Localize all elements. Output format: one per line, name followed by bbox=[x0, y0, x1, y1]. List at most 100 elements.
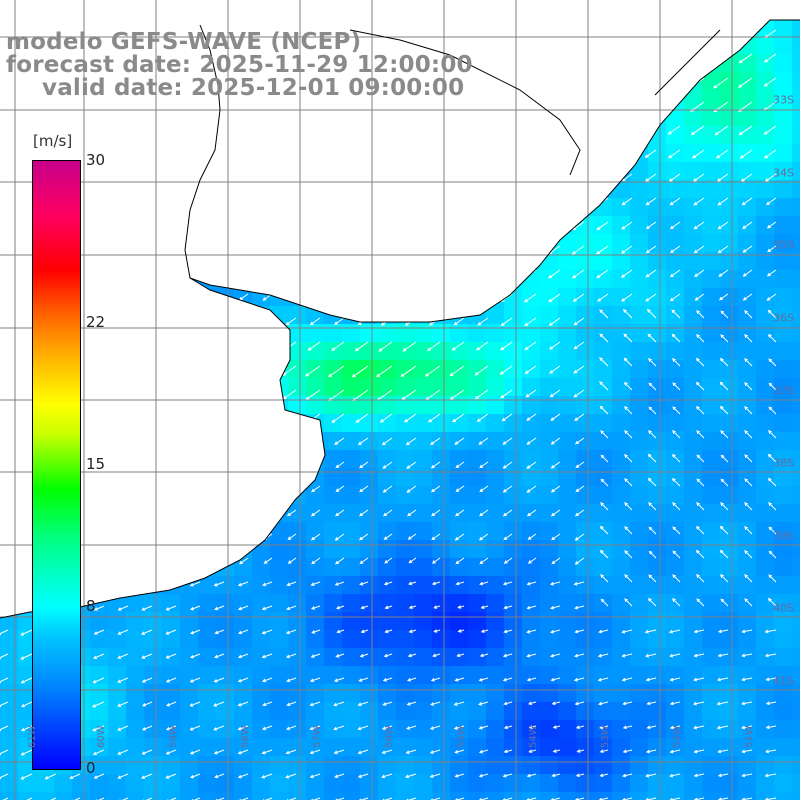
wind-arrow bbox=[237, 725, 249, 731]
wind-arrow bbox=[764, 653, 777, 658]
wind-arrow bbox=[335, 461, 345, 469]
speed-cell bbox=[288, 396, 307, 415]
speed-cell bbox=[54, 792, 73, 800]
wind-arrow bbox=[0, 701, 9, 708]
wind-arrow bbox=[285, 773, 297, 779]
speed-cell bbox=[414, 756, 433, 775]
wind-arrow bbox=[20, 773, 33, 780]
speed-cell bbox=[324, 432, 343, 451]
speed-cell bbox=[666, 306, 685, 325]
wind-arrow bbox=[166, 701, 177, 707]
speed-cell bbox=[612, 774, 631, 793]
wind-arrow bbox=[716, 677, 729, 682]
speed-cell bbox=[252, 612, 271, 631]
speed-cell bbox=[630, 522, 649, 541]
speed-cell bbox=[756, 450, 775, 469]
wind-arrow bbox=[213, 581, 225, 587]
wind-arrow bbox=[597, 677, 609, 682]
speed-cell bbox=[486, 594, 505, 613]
speed-cell bbox=[702, 90, 721, 109]
speed-cell bbox=[558, 234, 577, 253]
speed-cell bbox=[414, 774, 433, 793]
wind-arrow bbox=[502, 677, 513, 682]
wind-arrow bbox=[477, 317, 489, 326]
speed-cell bbox=[162, 648, 181, 667]
wind-arrow bbox=[261, 653, 273, 659]
speed-cell bbox=[738, 684, 757, 703]
wind-arrow bbox=[695, 549, 705, 559]
speed-cell bbox=[756, 360, 775, 379]
speed-cell bbox=[738, 774, 757, 793]
speed-cell bbox=[720, 612, 739, 631]
speed-cell bbox=[522, 792, 541, 800]
speed-cell bbox=[612, 342, 631, 361]
wind-arrow bbox=[449, 389, 465, 400]
wind-arrow bbox=[333, 725, 345, 731]
speed-cell bbox=[0, 702, 19, 721]
speed-cell bbox=[720, 450, 739, 469]
speed-cell bbox=[252, 684, 271, 703]
wind-arrow bbox=[165, 629, 177, 635]
speed-cell bbox=[468, 738, 487, 757]
speed-cell bbox=[594, 306, 613, 325]
speed-cell bbox=[306, 486, 325, 505]
wind-arrow bbox=[502, 509, 513, 517]
speed-cell bbox=[792, 576, 800, 595]
wind-arrow bbox=[669, 293, 681, 302]
speed-cell bbox=[468, 504, 487, 523]
speed-cell bbox=[198, 612, 217, 631]
wind-arrow bbox=[311, 485, 321, 493]
speed-cell bbox=[648, 756, 667, 775]
speed-cell bbox=[414, 720, 433, 739]
speed-cell bbox=[558, 720, 577, 739]
speed-cell bbox=[666, 792, 685, 800]
speed-cell bbox=[738, 378, 757, 397]
wind-arrow bbox=[720, 502, 729, 511]
speed-cell bbox=[216, 720, 235, 739]
wind-arrow bbox=[572, 293, 585, 302]
speed-cell bbox=[90, 666, 109, 685]
speed-cell bbox=[684, 540, 703, 559]
speed-cell bbox=[774, 468, 793, 487]
wind-arrow bbox=[381, 725, 393, 730]
speed-cell bbox=[648, 378, 667, 397]
speed-cell bbox=[414, 486, 433, 505]
speed-cell bbox=[702, 504, 721, 523]
speed-cell bbox=[504, 396, 523, 415]
speed-cell bbox=[468, 774, 487, 793]
wind-arrow bbox=[624, 502, 633, 511]
speed-cell bbox=[594, 360, 613, 379]
speed-cell bbox=[774, 324, 793, 343]
speed-cell bbox=[126, 666, 145, 685]
speed-cell bbox=[792, 684, 800, 703]
wind-arrow bbox=[499, 365, 513, 375]
wind-arrow bbox=[378, 341, 393, 352]
speed-cell bbox=[720, 504, 739, 523]
speed-cell bbox=[450, 648, 469, 667]
wind-arrow bbox=[526, 605, 537, 610]
speed-cell bbox=[702, 378, 721, 397]
speed-cell bbox=[738, 252, 757, 271]
speed-cell bbox=[306, 594, 325, 613]
speed-cell bbox=[162, 612, 181, 631]
speed-cell bbox=[648, 792, 667, 800]
speed-cell bbox=[558, 612, 577, 631]
wind-arrow bbox=[599, 357, 609, 367]
wind-arrow bbox=[622, 749, 633, 754]
wind-arrow bbox=[551, 557, 561, 565]
wind-arrow bbox=[624, 598, 633, 607]
speed-cell bbox=[126, 738, 145, 757]
wind-arrow bbox=[2, 797, 9, 800]
wind-arrow bbox=[550, 629, 561, 634]
speed-cell bbox=[774, 216, 793, 235]
speed-cell bbox=[414, 648, 433, 667]
speed-cell bbox=[288, 684, 307, 703]
speed-cell bbox=[630, 270, 649, 289]
speed-cell bbox=[756, 72, 775, 91]
speed-cell bbox=[306, 792, 325, 800]
speed-cell bbox=[720, 270, 739, 289]
speed-cell bbox=[432, 540, 451, 559]
speed-cell bbox=[432, 468, 451, 487]
speed-cell bbox=[594, 414, 613, 433]
speed-cell bbox=[486, 648, 505, 667]
